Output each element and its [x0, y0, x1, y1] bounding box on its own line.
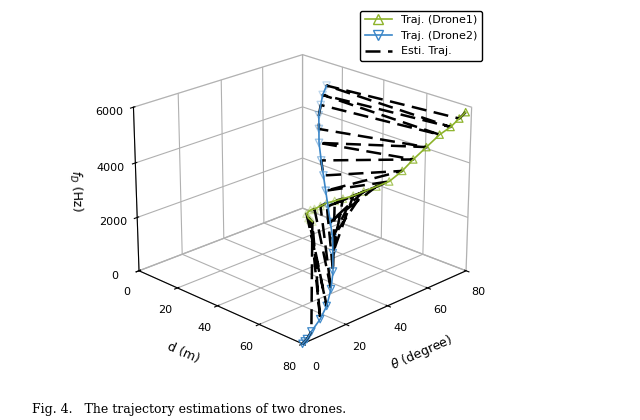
- Text: Fig. 4.   The trajectory estimations of two drones.: Fig. 4. The trajectory estimations of tw…: [32, 403, 346, 416]
- X-axis label: $\theta$ (degree): $\theta$ (degree): [388, 331, 456, 374]
- Legend: Traj. (Drone1), Traj. (Drone2), Esti. Traj.: Traj. (Drone1), Traj. (Drone2), Esti. Tr…: [360, 11, 482, 61]
- Y-axis label: d (m): d (m): [165, 340, 201, 366]
